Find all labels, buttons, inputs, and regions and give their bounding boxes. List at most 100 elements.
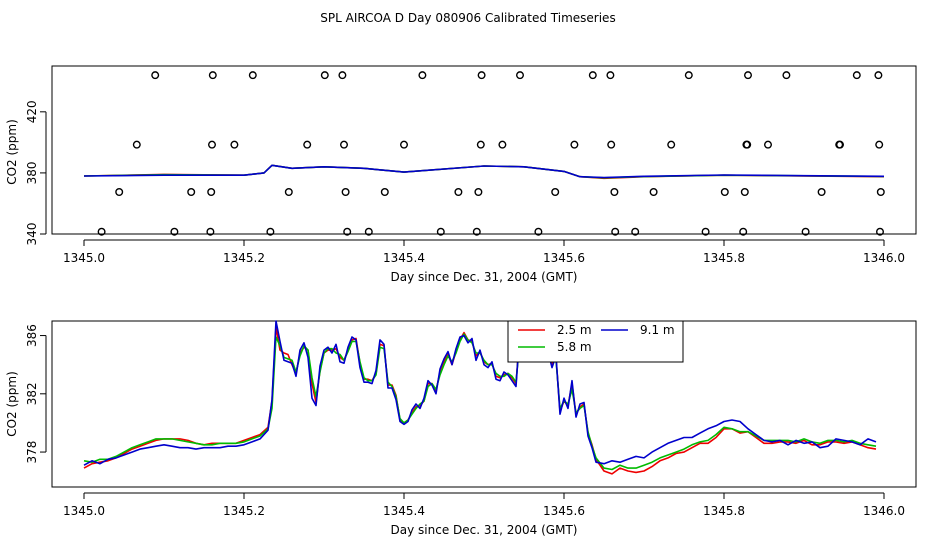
scatter-point (551, 187, 560, 196)
y-tick-label: 340 (25, 223, 39, 246)
x-tick-label: 1345.8 (703, 504, 745, 518)
series-line-9-1-m (83, 320, 877, 466)
y-tick-label: 420 (25, 100, 39, 123)
x-axis: 1345.0 1345.2 1345.4 1345.6 1345.8 1346.0 (63, 492, 905, 518)
x-tick-label: 1345.4 (383, 251, 425, 265)
scatter-point (611, 227, 620, 236)
scatter-point (852, 71, 861, 80)
scatter-point (764, 140, 773, 149)
series-line-5-8-m (83, 333, 877, 471)
legend-label-2-5m: 2.5 m (557, 323, 592, 337)
x-tick-label: 1346.0 (863, 251, 905, 265)
x-tick-label: 1345.0 (63, 504, 105, 518)
scatter-point (206, 227, 215, 236)
scatter-point (230, 140, 239, 149)
scatter-point (248, 71, 257, 80)
scatter-point (340, 140, 349, 149)
scatter-point (343, 227, 352, 236)
scatter-point (284, 187, 293, 196)
x-tick-label: 1345.8 (703, 251, 745, 265)
scatter-point (570, 140, 579, 149)
scatter-point (338, 71, 347, 80)
x-axis: 1345.0 1345.2 1345.4 1345.6 1345.8 1346.0 (63, 239, 905, 265)
scatter-point (610, 187, 619, 196)
y-axis: 378 382 386 (25, 324, 47, 464)
scatter-point (151, 71, 160, 80)
scatter-point (739, 227, 748, 236)
y-axis-label: CO2 (ppm) (5, 119, 19, 185)
scatter-point (187, 187, 196, 196)
scatter-point (801, 227, 810, 236)
plot-frame (51, 320, 917, 488)
series-lines (83, 320, 877, 475)
series-line-2-5-m (83, 325, 877, 475)
scatter-point (207, 140, 216, 149)
x-tick-label: 1346.0 (863, 504, 905, 518)
series-line-2-5-m (83, 164, 885, 180)
plot-frame (51, 65, 917, 235)
scatter-point (170, 227, 179, 236)
scatter-point (720, 187, 729, 196)
scatter-point (320, 71, 329, 80)
x-axis-label: Day since Dec. 31, 2004 (GMT) (391, 523, 578, 537)
scatter-point (874, 71, 883, 80)
scatter-point (341, 187, 350, 196)
scatter-point (782, 71, 791, 80)
scatter-point (472, 227, 481, 236)
y-tick-label: 380 (25, 161, 39, 184)
scatter-panel: 1345.0 1345.2 1345.4 1345.6 1345.8 1346.0 340… (5, 65, 917, 284)
scatter-point (115, 187, 124, 196)
scatter-point (477, 71, 486, 80)
scatter-point (876, 227, 885, 236)
scatter-point (817, 187, 826, 196)
scatter-point (474, 187, 483, 196)
scatter-point (631, 227, 640, 236)
scatter-point (266, 227, 275, 236)
scatter-point (303, 140, 312, 149)
scatter-point (400, 140, 409, 149)
scatter-point (380, 187, 389, 196)
x-tick-label: 1345.4 (383, 504, 425, 518)
scatter-point (744, 71, 753, 80)
x-tick-label: 1345.0 (63, 251, 105, 265)
scatter-point (132, 140, 141, 149)
scatter-point (97, 227, 106, 236)
x-axis-label: Day since Dec. 31, 2004 (GMT) (391, 270, 578, 284)
scatter-point (701, 227, 710, 236)
scatter-point (667, 140, 676, 149)
scatter-point (498, 140, 507, 149)
scatter-point (516, 71, 525, 80)
scatter-point (436, 227, 445, 236)
y-tick-label: 382 (25, 382, 39, 405)
legend: 2.5 m 9.1 m 5.8 m (507, 320, 684, 363)
scatter-points (97, 71, 885, 236)
scatter-point (649, 187, 658, 196)
x-tick-label: 1345.2 (223, 504, 265, 518)
x-tick-label: 1345.2 (223, 251, 265, 265)
scatter-point (454, 187, 463, 196)
y-tick-label: 386 (25, 324, 39, 347)
scatter-point (743, 140, 752, 149)
scatter-point (876, 187, 885, 196)
figure-title: SPL AIRCOA D Day 080906 Calibrated Times… (320, 11, 615, 25)
series-line-9-1-m (83, 164, 885, 179)
scatter-point (364, 227, 373, 236)
x-tick-label: 1345.6 (543, 504, 585, 518)
scatter-point (740, 187, 749, 196)
legend-box (507, 320, 684, 363)
scatter-point (836, 140, 845, 149)
legend-label-9-1m: 9.1 m (640, 323, 675, 337)
scatter-point (418, 71, 427, 80)
line-panel: 1345.0 1345.2 1345.4 1345.6 1345.8 1346.0 378… (5, 320, 917, 537)
scatter-point (207, 187, 216, 196)
y-axis-label: CO2 (ppm) (5, 371, 19, 437)
scatter-point (684, 71, 693, 80)
scatter-point (476, 140, 485, 149)
scatter-point (588, 71, 597, 80)
scatter-point (534, 227, 543, 236)
scatter-point (606, 71, 615, 80)
y-axis: 340 380 420 (25, 100, 47, 246)
x-tick-label: 1345.6 (543, 251, 585, 265)
y-tick-label: 378 (25, 441, 39, 464)
